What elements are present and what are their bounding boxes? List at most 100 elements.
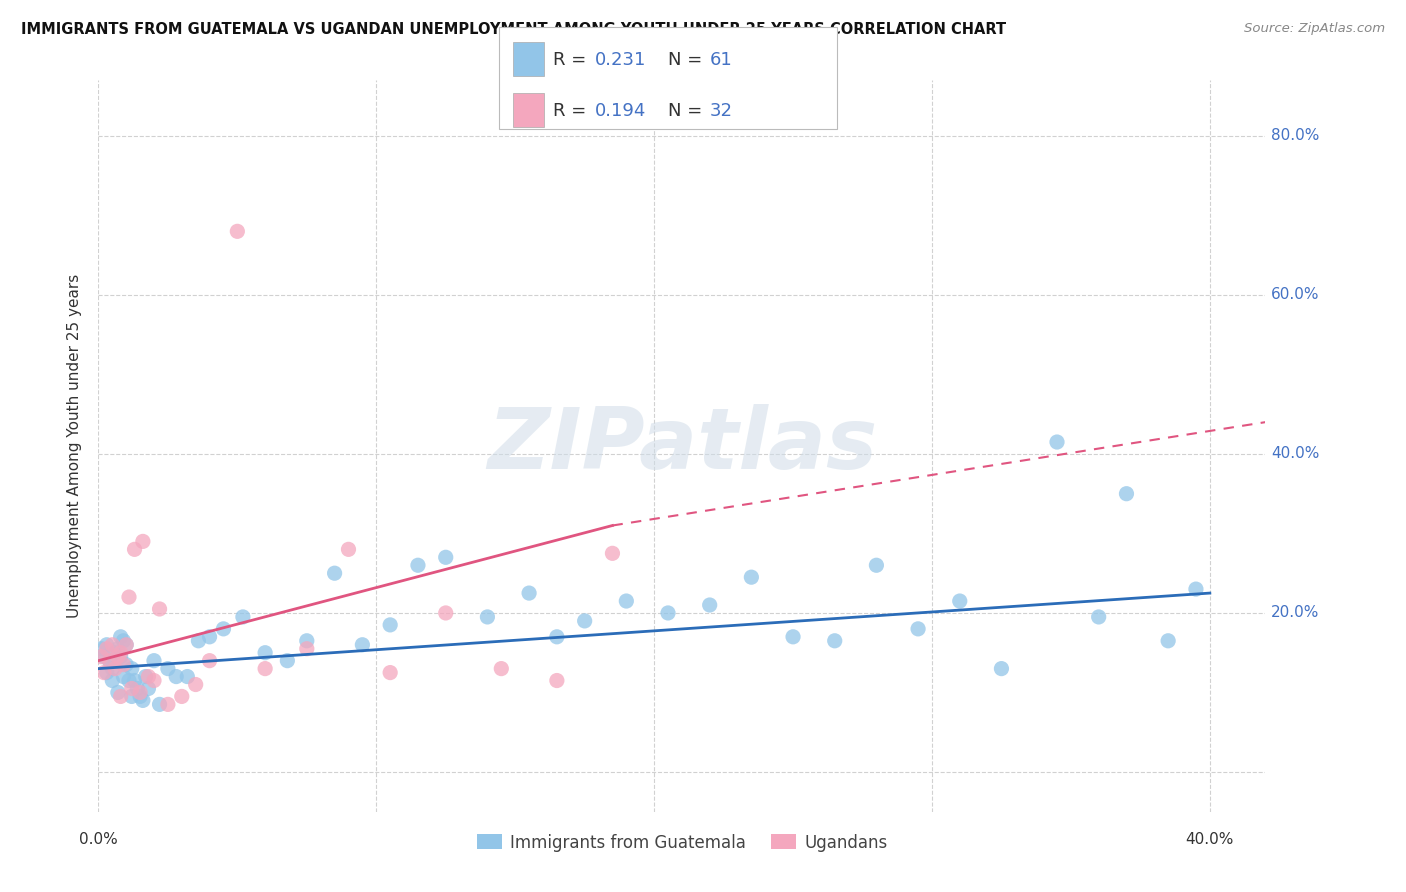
Point — [110, 649, 132, 664]
Point — [129, 685, 152, 699]
Point — [115, 638, 138, 652]
Point — [170, 690, 193, 704]
Point — [232, 610, 254, 624]
Point — [614, 594, 637, 608]
Point — [949, 594, 972, 608]
Point — [1087, 610, 1109, 624]
Text: 80.0%: 80.0% — [1271, 128, 1319, 144]
Point — [295, 633, 318, 648]
Point — [226, 224, 249, 238]
Point — [477, 610, 499, 624]
Point — [98, 654, 121, 668]
Point — [323, 566, 346, 581]
Point — [124, 542, 146, 557]
Point — [1185, 582, 1208, 596]
Point — [574, 614, 596, 628]
Point — [434, 550, 457, 565]
Point — [112, 657, 135, 672]
Point — [143, 673, 166, 688]
Point — [96, 641, 118, 656]
Point — [143, 654, 166, 668]
Text: Source: ZipAtlas.com: Source: ZipAtlas.com — [1244, 22, 1385, 36]
Text: 0.231: 0.231 — [595, 51, 647, 69]
Point — [135, 669, 157, 683]
Point — [824, 633, 846, 648]
Text: 20.0%: 20.0% — [1271, 606, 1319, 621]
Point — [118, 590, 141, 604]
Point — [101, 662, 124, 676]
Point — [121, 690, 143, 704]
Point — [110, 646, 132, 660]
Point — [112, 669, 135, 683]
Legend: Immigrants from Guatemala, Ugandans: Immigrants from Guatemala, Ugandans — [470, 827, 894, 858]
Point — [352, 638, 374, 652]
Point — [295, 641, 318, 656]
Point — [434, 606, 457, 620]
Point — [865, 558, 887, 573]
Text: R =: R = — [553, 102, 592, 120]
Point — [115, 638, 138, 652]
Point — [491, 662, 513, 676]
Point — [546, 630, 568, 644]
Point — [107, 685, 129, 699]
Text: 61: 61 — [710, 51, 733, 69]
Point — [107, 649, 129, 664]
Text: 40.0%: 40.0% — [1271, 447, 1319, 461]
Point — [380, 618, 402, 632]
Point — [104, 646, 127, 660]
Point — [138, 669, 160, 683]
Point — [198, 654, 221, 668]
Point — [187, 633, 209, 648]
Point — [101, 638, 124, 652]
Text: 60.0%: 60.0% — [1271, 287, 1319, 302]
Point — [110, 630, 132, 644]
Point — [148, 602, 170, 616]
Point — [198, 630, 221, 644]
Text: N =: N = — [668, 51, 707, 69]
Point — [132, 693, 155, 707]
Point — [132, 534, 155, 549]
Text: ZIPatlas: ZIPatlas — [486, 404, 877, 488]
Point — [90, 641, 112, 656]
Text: 0.0%: 0.0% — [79, 831, 118, 847]
Point — [990, 662, 1012, 676]
Point — [93, 665, 115, 680]
Point — [380, 665, 402, 680]
Point — [110, 690, 132, 704]
Text: 40.0%: 40.0% — [1185, 831, 1234, 847]
Point — [93, 649, 115, 664]
Point — [112, 633, 135, 648]
Point — [101, 673, 124, 688]
Point — [1115, 486, 1137, 500]
Point — [129, 690, 152, 704]
Point — [165, 669, 187, 683]
Point — [138, 681, 160, 696]
Point — [118, 673, 141, 688]
Point — [276, 654, 298, 668]
Point — [657, 606, 679, 620]
Point — [90, 649, 112, 664]
Text: 32: 32 — [710, 102, 733, 120]
Point — [254, 662, 277, 676]
Point — [156, 698, 179, 712]
Point — [517, 586, 540, 600]
Point — [96, 665, 118, 680]
Point — [107, 641, 129, 656]
Point — [127, 681, 149, 696]
Point — [148, 698, 170, 712]
Point — [602, 546, 624, 560]
Point — [115, 657, 138, 672]
Point — [98, 654, 121, 668]
Text: R =: R = — [553, 51, 592, 69]
Point — [782, 630, 804, 644]
Point — [121, 662, 143, 676]
Y-axis label: Unemployment Among Youth under 25 years: Unemployment Among Youth under 25 years — [67, 274, 83, 618]
Point — [124, 673, 146, 688]
Point — [104, 662, 127, 676]
Point — [176, 669, 198, 683]
Point — [337, 542, 360, 557]
Point — [254, 646, 277, 660]
Point — [740, 570, 762, 584]
Text: 0.194: 0.194 — [595, 102, 647, 120]
Point — [212, 622, 235, 636]
